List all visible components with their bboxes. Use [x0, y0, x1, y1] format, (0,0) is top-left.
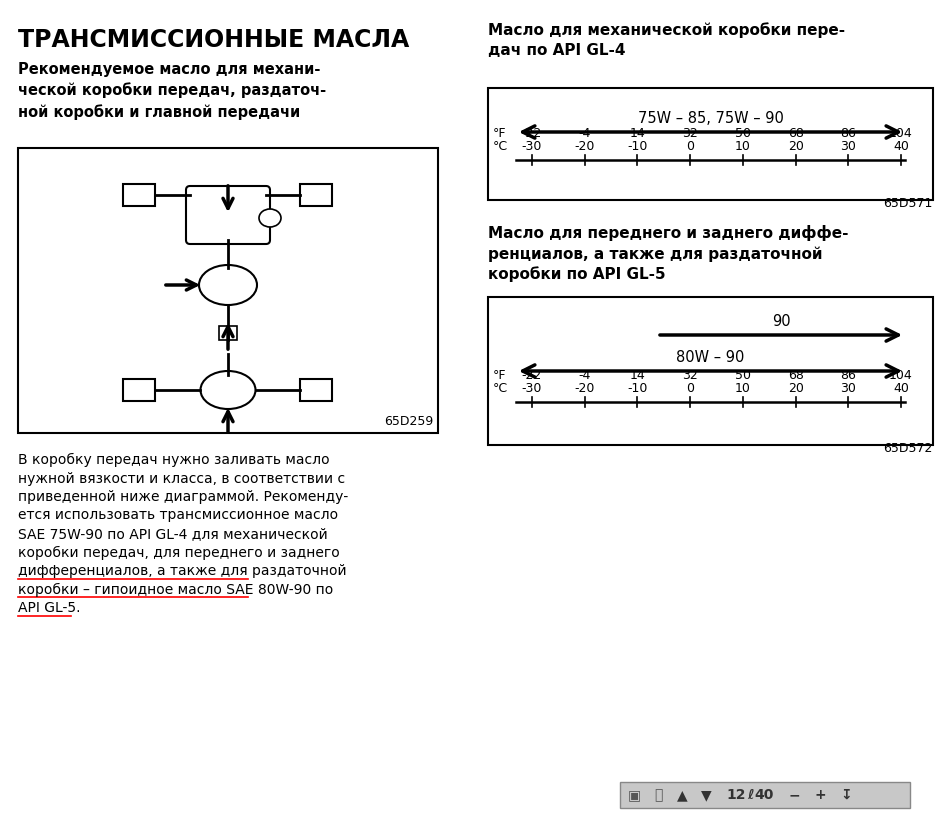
- Text: °F: °F: [493, 369, 507, 382]
- Text: 14: 14: [629, 369, 645, 382]
- Text: ▲: ▲: [677, 788, 687, 802]
- Text: -10: -10: [627, 382, 647, 395]
- Text: 80W – 90: 80W – 90: [677, 350, 745, 365]
- Text: ▼: ▼: [700, 788, 712, 802]
- Text: -22: -22: [522, 127, 542, 140]
- Text: В коробку передач нужно заливать масло: В коробку передач нужно заливать масло: [18, 453, 329, 467]
- Text: 12: 12: [726, 788, 746, 802]
- Bar: [219, 326, 237, 340]
- Text: API GL-5.: API GL-5.: [18, 601, 81, 615]
- Text: 104: 104: [889, 127, 913, 140]
- Bar: [18, 148, 438, 433]
- Ellipse shape: [259, 209, 281, 227]
- Text: 32: 32: [682, 369, 698, 382]
- Bar: [488, 88, 933, 200]
- Text: Масло для переднего и заднего диффе-
ренциалов, а также для раздаточной
коробки : Масло для переднего и заднего диффе- рен…: [488, 225, 848, 282]
- Text: 14: 14: [629, 127, 645, 140]
- Text: -30: -30: [522, 140, 542, 153]
- Bar: [300, 184, 332, 206]
- Text: 75W – 85, 75W – 90: 75W – 85, 75W – 90: [638, 111, 784, 126]
- Bar: [123, 184, 155, 206]
- Text: ▣: ▣: [627, 788, 641, 802]
- Text: 86: 86: [841, 127, 856, 140]
- Text: коробки – гипоидное масло SAE 80W-90 по: коробки – гипоидное масло SAE 80W-90 по: [18, 583, 333, 597]
- Text: 50: 50: [735, 369, 751, 382]
- Bar: [300, 379, 332, 401]
- Text: -10: -10: [627, 140, 647, 153]
- Text: °C: °C: [493, 382, 508, 395]
- Text: ется использовать трансмиссионное масло: ется использовать трансмиссионное масло: [18, 509, 338, 523]
- Text: 0: 0: [686, 382, 694, 395]
- Text: SAE 75W-90 по API GL-4 для механической: SAE 75W-90 по API GL-4 для механической: [18, 527, 327, 541]
- Text: ⎙: ⎙: [654, 788, 662, 802]
- Text: 104: 104: [889, 369, 913, 382]
- Ellipse shape: [200, 371, 255, 409]
- Text: 10: 10: [735, 140, 751, 153]
- Bar: [620, 782, 910, 808]
- Text: -20: -20: [574, 140, 595, 153]
- Text: ℓ: ℓ: [747, 788, 754, 802]
- Text: 40: 40: [893, 140, 909, 153]
- Text: -4: -4: [579, 127, 591, 140]
- Text: нужной вязкости и класса, в соответствии с: нужной вязкости и класса, в соответствии…: [18, 471, 345, 485]
- FancyBboxPatch shape: [186, 186, 270, 244]
- Text: 68: 68: [788, 127, 804, 140]
- Text: 65D571: 65D571: [884, 197, 933, 210]
- Text: 65D572: 65D572: [884, 442, 933, 455]
- Text: 40: 40: [893, 382, 909, 395]
- Text: 30: 30: [841, 382, 856, 395]
- Text: °F: °F: [493, 127, 507, 140]
- Text: ↧: ↧: [840, 788, 852, 802]
- Text: °C: °C: [493, 140, 508, 153]
- Text: 65D259: 65D259: [383, 415, 433, 428]
- Text: -30: -30: [522, 382, 542, 395]
- Text: коробки передач, для переднего и заднего: коробки передач, для переднего и заднего: [18, 545, 340, 559]
- Text: −: −: [789, 788, 800, 802]
- Text: 40: 40: [754, 788, 773, 802]
- Ellipse shape: [199, 265, 257, 305]
- Text: 30: 30: [841, 140, 856, 153]
- Bar: [488, 297, 933, 445]
- Text: Масло для механической коробки пере-
дач по API GL-4: Масло для механической коробки пере- дач…: [488, 22, 846, 58]
- Text: 20: 20: [788, 382, 804, 395]
- Text: 10: 10: [735, 382, 751, 395]
- Text: 0: 0: [686, 140, 694, 153]
- Text: 68: 68: [788, 369, 804, 382]
- Text: -4: -4: [579, 369, 591, 382]
- Text: 86: 86: [841, 369, 856, 382]
- Bar: [123, 379, 155, 401]
- Text: дифференциалов, а также для раздаточной: дифференциалов, а также для раздаточной: [18, 564, 346, 578]
- Text: 32: 32: [682, 127, 698, 140]
- Text: -20: -20: [574, 382, 595, 395]
- Text: 20: 20: [788, 140, 804, 153]
- Text: +: +: [814, 788, 826, 802]
- Text: приведенной ниже диаграммой. Рекоменду-: приведенной ниже диаграммой. Рекоменду-: [18, 490, 348, 504]
- Text: ТРАНСМИССИОННЫЕ МАСЛА: ТРАНСМИССИОННЫЕ МАСЛА: [18, 28, 409, 52]
- Text: 50: 50: [735, 127, 751, 140]
- Text: 90: 90: [772, 314, 791, 329]
- Text: Рекомендуемое масло для механи-
ческой коробки передач, раздаточ-
ной коробки и : Рекомендуемое масло для механи- ческой к…: [18, 62, 326, 120]
- Text: -22: -22: [522, 369, 542, 382]
